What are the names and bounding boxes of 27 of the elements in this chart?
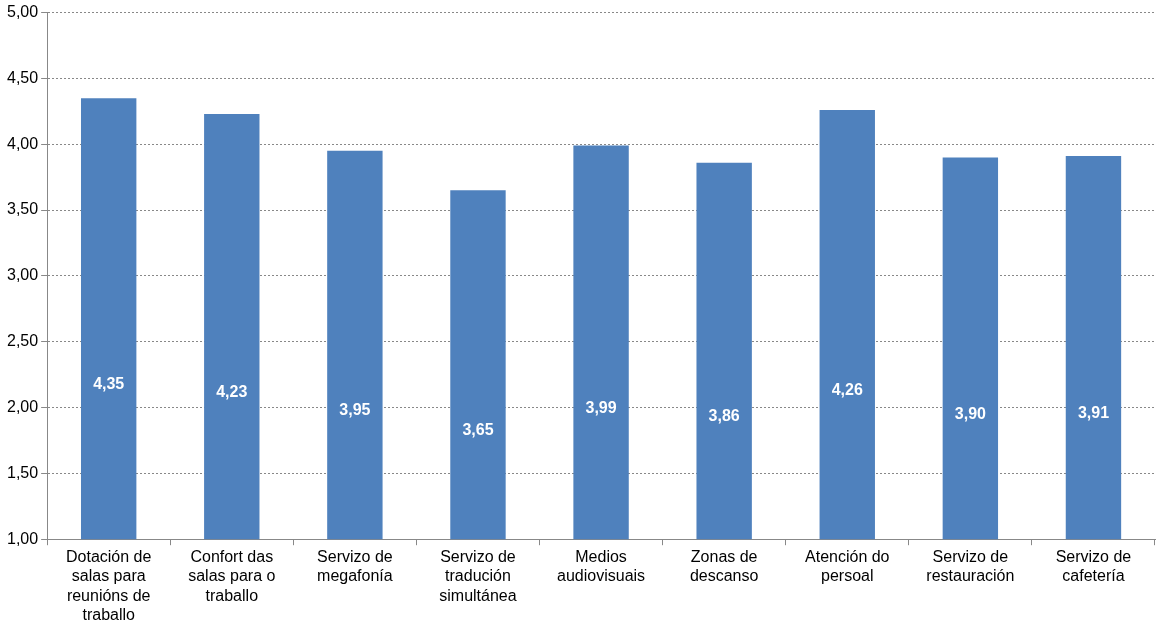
data-label: 4,23 xyxy=(216,382,248,400)
y-tick-label: 2,00 xyxy=(7,397,39,415)
x-tick-label: Servizo de cafetería xyxy=(1055,548,1132,585)
data-label: 4,26 xyxy=(831,380,863,398)
x-tick-label: Dotación de salas para reunións de traballo xyxy=(65,548,152,623)
data-label: 3,86 xyxy=(708,407,740,425)
data-label: 3,99 xyxy=(585,398,617,416)
x-tick-label: Servizo de restauración xyxy=(926,548,1015,585)
x-tick-label: Zonas de descanso xyxy=(689,548,759,585)
data-label: 3,95 xyxy=(339,401,371,419)
x-tick-label: Confort das salas para o traballo xyxy=(188,548,276,604)
x-tick-label: Atención do persoal xyxy=(805,548,890,585)
data-label: 3,91 xyxy=(1077,403,1110,421)
data-label: 3,65 xyxy=(462,420,494,438)
y-tick-label: 4,50 xyxy=(7,68,39,86)
x-tick-label: Medios audiovisuais xyxy=(557,548,646,585)
y-tick-label: 1,50 xyxy=(7,463,39,481)
x-tick-label: Servizo de tradución simultánea xyxy=(439,548,517,604)
y-tick-label: 4,00 xyxy=(7,134,39,152)
y-tick-label: 2,50 xyxy=(7,332,39,350)
y-tick-label: 3,50 xyxy=(7,200,39,218)
data-label: 3,90 xyxy=(954,404,987,422)
data-label: 4,35 xyxy=(93,374,125,392)
x-tick-label: Servizo de megafonía xyxy=(317,548,393,585)
y-tick-label: 5,00 xyxy=(7,3,39,21)
y-tick-label: 3,00 xyxy=(7,266,39,284)
y-tick-label: 1,00 xyxy=(7,529,39,547)
